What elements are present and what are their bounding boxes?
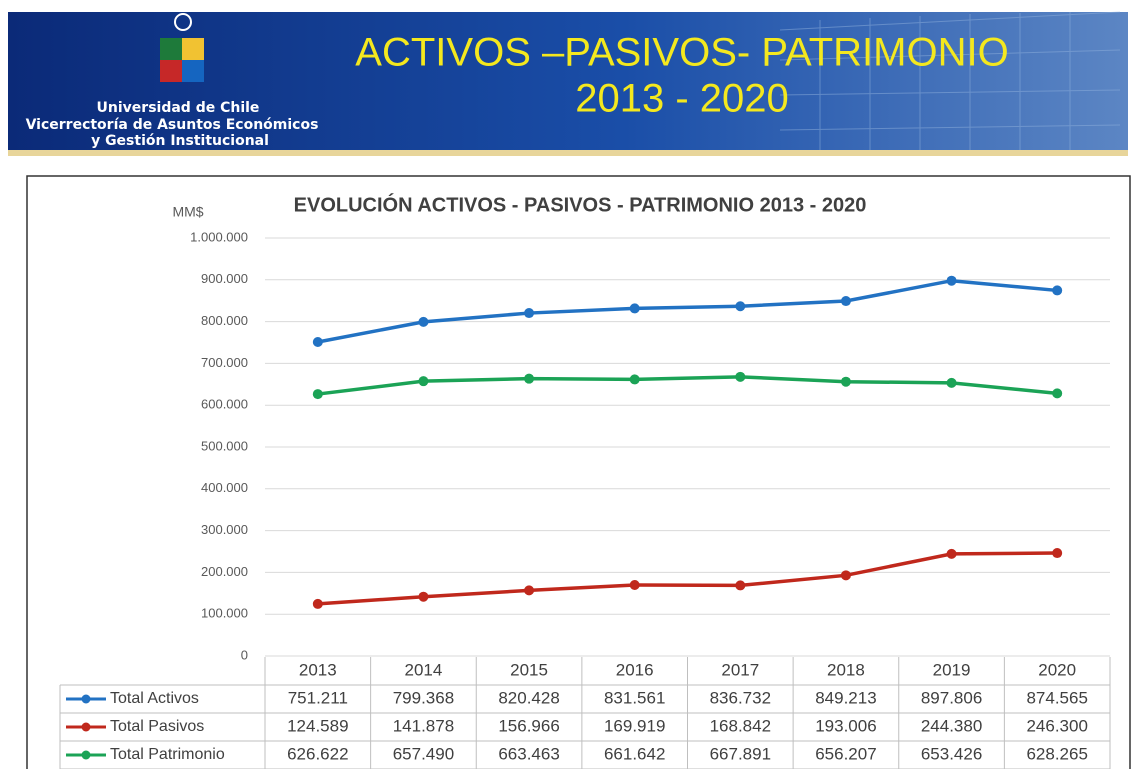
legend-marker <box>81 694 91 704</box>
table-value: 193.006 <box>815 716 876 735</box>
institution-line: Vicerrectoría de Asuntos Económicos <box>26 117 319 133</box>
data-point <box>629 374 640 385</box>
data-point <box>840 376 851 387</box>
data-point <box>524 308 535 319</box>
y-tick-label: 200.000 <box>201 564 248 579</box>
data-point <box>735 301 746 312</box>
data-point <box>946 548 957 559</box>
series-line <box>317 551 1058 606</box>
slide-subtitle: 2013 - 2020 <box>575 77 789 121</box>
data-point <box>418 376 429 387</box>
banner-bg <box>8 12 1128 155</box>
y-axis-unit: MM$ <box>172 204 203 220</box>
table-value: 897.806 <box>921 688 982 707</box>
slide-title: ACTIVOS –PASIVOS- PATRIMONIO <box>355 31 1008 75</box>
legend-label: Total Pasivos <box>110 718 204 735</box>
institution-line: y Gestión Institucional <box>91 133 269 149</box>
data-point <box>946 275 957 286</box>
data-point <box>524 373 535 384</box>
y-tick-label: 300.000 <box>201 522 248 537</box>
y-tick-label: 500.000 <box>201 438 248 453</box>
y-tick-label: 100.000 <box>201 606 248 621</box>
table-value: 874.565 <box>1026 688 1087 707</box>
y-tick-label: 600.000 <box>201 397 248 412</box>
data-point <box>418 591 429 602</box>
institution-line: Universidad de Chile <box>97 100 260 116</box>
y-tick-label: 800.000 <box>201 313 248 328</box>
table-value: 667.891 <box>710 744 771 763</box>
data-point <box>1052 388 1063 399</box>
building-decor <box>779 11 1121 150</box>
table-value: 169.919 <box>604 716 665 735</box>
table-value: 820.428 <box>498 688 559 707</box>
table-value: 831.561 <box>604 688 665 707</box>
x-tick-label: 2015 <box>510 660 548 679</box>
table-value: 124.589 <box>287 716 348 735</box>
table-value: 657.490 <box>393 744 454 763</box>
table-value: 656.207 <box>815 744 876 763</box>
legend-label: Total Patrimonio <box>110 746 225 763</box>
data-point <box>524 585 535 596</box>
data-point <box>1052 548 1063 559</box>
data-point <box>735 580 746 591</box>
x-tick-label: 2020 <box>1038 660 1076 679</box>
table-value: 799.368 <box>393 688 454 707</box>
table-value: 849.213 <box>815 688 876 707</box>
table-value: 653.426 <box>921 744 982 763</box>
data-point <box>840 296 851 307</box>
table-value: 663.463 <box>498 744 559 763</box>
table-value: 628.265 <box>1026 744 1087 763</box>
data-point <box>840 570 851 581</box>
x-tick-label: 2019 <box>933 660 971 679</box>
table-value: 836.732 <box>710 688 771 707</box>
chart: 0 100.000 200.000 300.000 400.000 500.000 600.… <box>59 229 1111 769</box>
y-tick-label: 1.000.000 <box>190 229 248 244</box>
x-tick-label: 2016 <box>616 660 654 679</box>
y-tick-label: 400.000 <box>201 480 248 495</box>
banner-stripe <box>8 150 1128 156</box>
data-point <box>312 336 323 347</box>
data-point <box>312 598 323 609</box>
logo <box>160 13 204 82</box>
table-value: 751.211 <box>288 688 348 707</box>
series-line <box>317 375 1058 396</box>
data-point <box>1052 285 1063 296</box>
table-value: 168.842 <box>710 716 771 735</box>
y-tick-label: 0 <box>241 647 248 662</box>
legend-label: Total Activos <box>110 690 199 707</box>
chart-title: EVOLUCIÓN ACTIVOS - PASIVOS - PATRIMONIO… <box>294 192 867 216</box>
x-tick-label: 2014 <box>405 660 443 679</box>
table-value: 246.300 <box>1026 716 1087 735</box>
series-line <box>317 278 1058 344</box>
chart-frame <box>26 175 1131 769</box>
data-point <box>735 371 746 382</box>
data-point <box>629 579 640 590</box>
x-tick-label: 2017 <box>721 660 759 679</box>
x-tick-label: 2018 <box>827 660 865 679</box>
table-value: 626.622 <box>287 744 348 763</box>
y-tick-label: 900.000 <box>201 271 248 286</box>
data-point <box>312 389 323 400</box>
x-tick-label: 2013 <box>299 660 337 679</box>
table-value: 141.878 <box>393 716 454 735</box>
y-tick-label: 700.000 <box>201 355 248 370</box>
legend-marker <box>81 722 91 732</box>
table-value: 156.966 <box>498 716 559 735</box>
legend-marker <box>81 750 91 760</box>
data-point <box>418 316 429 327</box>
data-point <box>946 377 957 388</box>
table-value: 244.380 <box>921 716 982 735</box>
table-value: 661.642 <box>604 744 665 763</box>
banner: Universidad de Chile Vicerrectoría de As… <box>8 11 1128 156</box>
data-point <box>629 303 640 314</box>
